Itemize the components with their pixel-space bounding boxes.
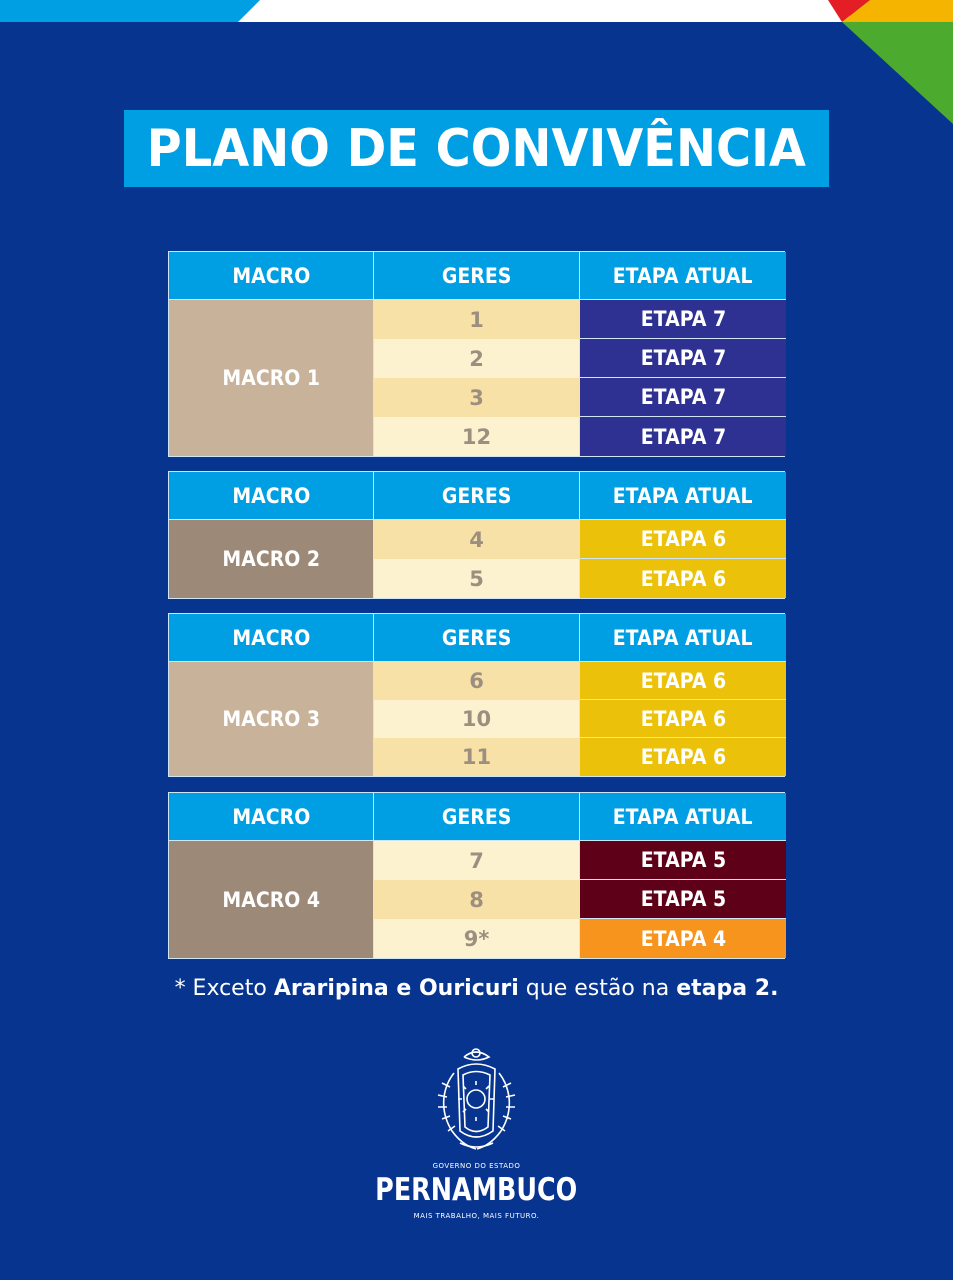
geres-cell: 4 <box>374 520 580 559</box>
footnote-stage: etapa 2. <box>676 976 779 1001</box>
macro-2-table: MACRO GERES ETAPA ATUAL MACRO 2 4 ETAPA … <box>168 471 786 599</box>
macro-cell: MACRO 4 <box>169 841 374 958</box>
header-macro: MACRO <box>169 614 374 662</box>
geres-cell: 2 <box>374 339 580 378</box>
geres-cell: 8 <box>374 880 580 919</box>
etapa-cell: ETAPA 6 <box>580 738 786 776</box>
header-geres: GERES <box>374 472 580 520</box>
top-color-stripe <box>0 0 953 22</box>
geres-cell: 11 <box>374 738 580 776</box>
macro-cell: MACRO 2 <box>169 520 374 598</box>
logo-top-text: GOVERNO DO ESTADO <box>432 1162 521 1170</box>
etapa-cell: ETAPA 7 <box>580 417 786 456</box>
macro-cell: MACRO 3 <box>169 662 374 776</box>
etapa-cell: ETAPA 5 <box>580 841 786 880</box>
etapa-cell: ETAPA 7 <box>580 300 786 339</box>
etapa-cell: ETAPA 7 <box>580 378 786 417</box>
etapa-cell: ETAPA 5 <box>580 880 786 919</box>
geres-cell: 7 <box>374 841 580 880</box>
header-geres: GERES <box>374 793 580 841</box>
geres-cell: 3 <box>374 378 580 417</box>
geres-cell: 1 <box>374 300 580 339</box>
header-macro: MACRO <box>169 252 374 300</box>
footnote-places: Araripina e Ouricuri <box>273 976 519 1001</box>
macro-3-table: MACRO GERES ETAPA ATUAL MACRO 3 6 ETAPA … <box>168 613 786 777</box>
corner-green-triangle <box>842 22 953 124</box>
geres-cell: 5 <box>374 559 580 598</box>
header-geres: GERES <box>374 252 580 300</box>
title-banner: PLANO DE CONVIVÊNCIA <box>124 110 829 187</box>
etapa-cell: ETAPA 6 <box>580 700 786 738</box>
header-macro: MACRO <box>169 472 374 520</box>
footnote: * Exceto Araripina e Ouricuri que estão … <box>174 976 779 1001</box>
page-title: PLANO DE CONVIVÊNCIA <box>146 118 807 179</box>
geres-cell: 10 <box>374 700 580 738</box>
logo-name: PERNAMBUCO <box>375 1172 578 1208</box>
etapa-cell: ETAPA 4 <box>580 919 786 958</box>
geres-cell: 9* <box>374 919 580 958</box>
etapa-cell: ETAPA 6 <box>580 559 786 598</box>
pernambuco-coat-of-arms-icon <box>437 1048 516 1150</box>
macro-1-table: MACRO GERES ETAPA ATUAL MACRO 1 1 ETAPA … <box>168 251 786 457</box>
macro-cell: MACRO 1 <box>169 300 374 456</box>
geres-cell: 6 <box>374 662 580 700</box>
etapa-cell: ETAPA 7 <box>580 339 786 378</box>
etapa-cell: ETAPA 6 <box>580 662 786 700</box>
header-etapa: ETAPA ATUAL <box>580 793 786 841</box>
etapa-cell: ETAPA 6 <box>580 520 786 559</box>
geres-cell: 12 <box>374 417 580 456</box>
header-geres: GERES <box>374 614 580 662</box>
logo-slogan: MAIS TRABALHO, MAIS FUTURO. <box>413 1212 540 1220</box>
header-macro: MACRO <box>169 793 374 841</box>
macro-4-table: MACRO GERES ETAPA ATUAL MACRO 4 7 ETAPA … <box>168 792 786 959</box>
header-etapa: ETAPA ATUAL <box>580 614 786 662</box>
header-etapa: ETAPA ATUAL <box>580 252 786 300</box>
header-etapa: ETAPA ATUAL <box>580 472 786 520</box>
